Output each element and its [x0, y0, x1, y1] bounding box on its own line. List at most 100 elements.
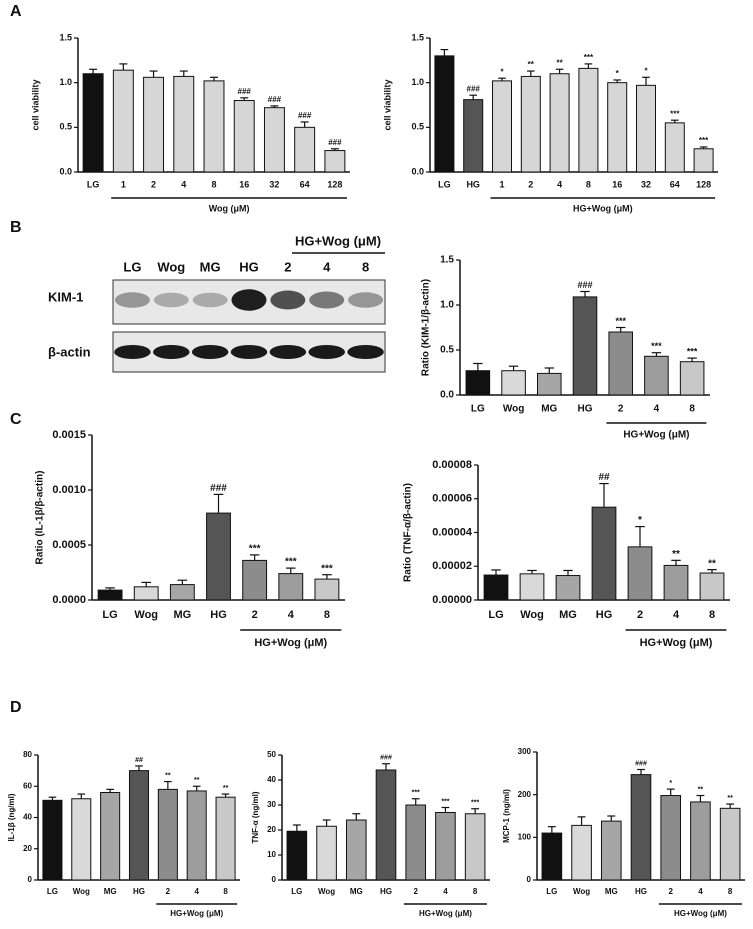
- y-axis-label: cell viability: [382, 79, 392, 130]
- x-tick-label: 1: [121, 179, 126, 189]
- significance-label: ###: [380, 755, 392, 762]
- x-tick-label: 2: [151, 179, 156, 189]
- y-tick-label: 10: [267, 850, 276, 859]
- bar: [42, 799, 63, 881]
- significance-label: *: [500, 67, 504, 76]
- y-axis-label: MCP-1 (ng/ml): [502, 789, 511, 843]
- significance-label: ###: [635, 760, 647, 767]
- x-tick-label: 8: [211, 179, 216, 189]
- x-tick-label: HG: [466, 179, 480, 189]
- significance-label: *: [644, 66, 648, 75]
- group-label: HG+Wog (μM): [419, 909, 472, 918]
- significance-label: ***: [651, 341, 662, 351]
- blot-band: [192, 292, 228, 308]
- bar: [97, 589, 123, 601]
- group-label: HG+Wog (μM): [170, 909, 223, 918]
- x-tick-label: 4: [443, 887, 448, 896]
- x-tick-label: 2: [637, 609, 643, 621]
- significance-label: **: [528, 60, 535, 69]
- y-tick-label: 30: [267, 800, 276, 809]
- y-axis-label: Ratio (KIM-1/β-actin): [421, 279, 432, 376]
- y-tick-label: 0.0000: [52, 594, 86, 606]
- bar: [82, 73, 104, 173]
- y-tick-label: 0.00002: [432, 560, 472, 572]
- x-tick-label: HG: [578, 404, 593, 415]
- x-tick-label: HG: [210, 609, 227, 621]
- y-tick-label: 0.00004: [432, 526, 473, 538]
- x-tick-label: MG: [541, 404, 557, 415]
- blot-band: [270, 290, 306, 310]
- bar: [483, 574, 509, 601]
- significance-label: ***: [321, 563, 333, 574]
- x-tick-label: MG: [605, 887, 618, 896]
- x-tick-label: HG: [380, 887, 392, 896]
- y-tick-label: 0.0: [411, 166, 424, 176]
- bar: [501, 370, 526, 396]
- y-tick-label: 80: [23, 750, 32, 759]
- blot-lane-label: HG: [239, 259, 259, 274]
- y-tick-label: 300: [518, 747, 532, 756]
- blot-band: [114, 345, 151, 359]
- y-tick-label: 0: [28, 875, 33, 884]
- y-tick-label: 200: [518, 790, 532, 799]
- x-tick-label: 4: [181, 179, 186, 189]
- bar: [664, 122, 685, 173]
- group-label: HG+Wog (μM): [254, 637, 327, 649]
- bar: [435, 812, 456, 881]
- bar: [375, 769, 397, 881]
- y-tick-label: 0.0005: [52, 539, 86, 551]
- x-tick-label: 32: [641, 179, 651, 189]
- bar: [699, 572, 725, 601]
- y-tick-label: 0.0: [59, 166, 72, 176]
- bar: [233, 100, 255, 173]
- bar: [571, 824, 592, 881]
- blot-lane-label: Wog: [157, 259, 185, 274]
- bar: [549, 73, 570, 173]
- y-tick-label: 0.5: [411, 122, 424, 132]
- x-tick-label: 8: [324, 609, 330, 621]
- x-tick-label: 8: [728, 887, 733, 896]
- blot-group-label: HG+Wog (μM): [295, 233, 381, 248]
- blot-lane-label: LG: [123, 259, 141, 274]
- x-tick-label: LG: [102, 609, 117, 621]
- significance-label: ###: [577, 280, 592, 290]
- x-tick-label: LG: [438, 179, 451, 189]
- y-tick-label: 40: [23, 813, 32, 822]
- x-tick-label: 16: [239, 179, 249, 189]
- blot-band: [269, 345, 307, 359]
- x-tick-label: 64: [670, 179, 680, 189]
- blot-band: [309, 291, 345, 309]
- bar: [555, 575, 581, 601]
- y-tick-label: 0: [527, 875, 532, 884]
- x-tick-label: HG: [133, 887, 145, 896]
- x-tick-label: MG: [350, 887, 363, 896]
- x-tick-label: Wog: [520, 609, 544, 621]
- x-tick-label: 8: [223, 887, 228, 896]
- significance-label: *: [638, 515, 642, 526]
- significance-label: **: [727, 795, 733, 802]
- x-tick-label: Wog: [73, 887, 90, 896]
- y-tick-label: 100: [518, 832, 532, 841]
- y-tick-label: 20: [267, 825, 276, 834]
- group-label: Wog (μM): [209, 203, 250, 213]
- y-tick-label: 0.0010: [52, 484, 86, 496]
- x-tick-label: 2: [413, 887, 418, 896]
- blot-row-label: KIM-1: [48, 289, 83, 304]
- bar: [173, 75, 195, 173]
- x-tick-label: 4: [288, 609, 295, 621]
- significance-label: **: [165, 772, 171, 779]
- x-tick-label: 128: [696, 179, 711, 189]
- x-tick-label: LG: [488, 609, 503, 621]
- x-tick-label: LG: [47, 887, 58, 896]
- bar: [286, 830, 308, 881]
- x-tick-label: Wog: [318, 887, 335, 896]
- bar: [314, 578, 340, 601]
- bar: [263, 107, 285, 173]
- y-tick-label: 1.5: [411, 32, 424, 42]
- bar: [324, 150, 346, 173]
- x-tick-label: Wog: [503, 404, 524, 415]
- x-tick-label: 4: [698, 887, 703, 896]
- bar: [169, 584, 195, 601]
- y-tick-label: 1.0: [59, 77, 72, 87]
- group-label: HG+Wog (μM): [573, 203, 633, 213]
